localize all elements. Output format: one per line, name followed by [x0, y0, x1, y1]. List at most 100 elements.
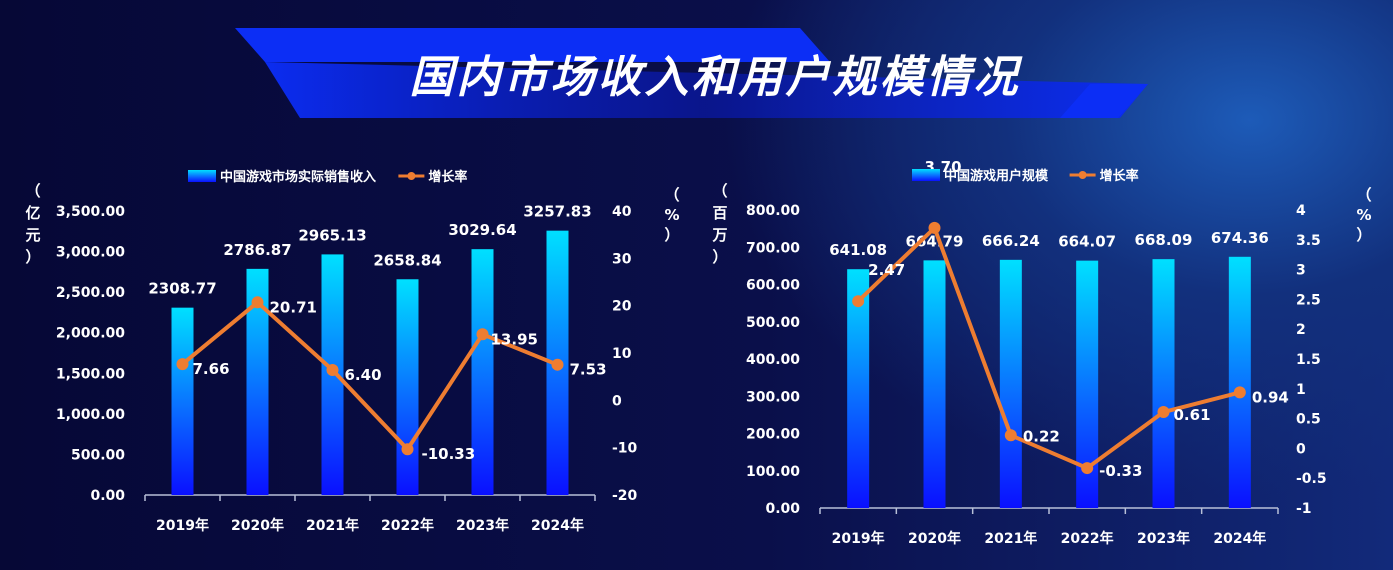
x-axis-category-label: 2022年 [381, 517, 434, 534]
legend-bar-label: 中国游戏用户规模 [944, 168, 1049, 184]
x-axis-category-label: 2019年 [156, 517, 209, 534]
x-axis-category-label: 2023年 [456, 517, 509, 534]
right-axis-tick-label: 2.5 [1296, 292, 1321, 308]
bar-data-label: 664.07 [1058, 233, 1116, 251]
right-axis-unit-label: （ [664, 186, 679, 204]
left-axis-unit-label: ） [25, 248, 40, 266]
title-banner-left [235, 28, 830, 62]
right-axis-tick-label: -20 [612, 488, 638, 504]
left-axis-tick-label: 2,500.00 [56, 285, 125, 301]
growth-rate-data-label: 0.61 [1174, 406, 1211, 424]
bar-data-label: 2965.13 [298, 226, 366, 244]
bar [471, 249, 494, 495]
right-axis-tick-label: 3.5 [1296, 233, 1321, 249]
right-axis-unit-label: ） [1356, 226, 1371, 244]
left-axis-tick-label: 3,500.00 [56, 204, 125, 220]
bar-data-label: 641.08 [829, 241, 887, 259]
left-axis-tick-label: 700.00 [746, 240, 800, 256]
growth-rate-data-label: 0.94 [1252, 388, 1289, 406]
growth-rate-point [251, 296, 264, 309]
bar-data-label: 3257.83 [523, 203, 591, 221]
left-axis-tick-label: 100.00 [746, 464, 800, 480]
x-axis-category-label: 2021年 [984, 530, 1037, 547]
left-axis-tick-label: 500.00 [746, 315, 800, 331]
growth-rate-line [181, 300, 559, 452]
left-axis-tick-label: 2,000.00 [56, 326, 125, 342]
right-axis-tick-label: 2 [1296, 322, 1306, 338]
growth-rate-data-label: -0.33 [1099, 462, 1142, 480]
growth-rate-point [1157, 406, 1170, 419]
left-axis-unit-label: 百 [712, 204, 727, 222]
left-axis-tick-label: 800.00 [746, 203, 800, 219]
legend-bar-label: 中国游戏市场实际销售收入 [220, 169, 376, 185]
growth-rate-data-label: 2.47 [868, 261, 905, 279]
left-axis-tick-label: 500.00 [71, 447, 125, 463]
legend-bar-swatch [188, 170, 216, 182]
growth-rate-point [401, 443, 414, 456]
right-axis-tick-label: 1.5 [1296, 352, 1321, 368]
bar-data-label: 2786.87 [223, 241, 291, 259]
growth-rate-point [1081, 462, 1094, 475]
bar [999, 259, 1022, 508]
x-axis-category-label: 2022年 [1061, 530, 1114, 547]
x-axis-category-label: 2023年 [1137, 530, 1190, 547]
bar-data-label: 2308.77 [148, 280, 216, 298]
growth-rate-data-label: 7.53 [570, 361, 607, 379]
bar-data-label: 666.24 [982, 232, 1040, 250]
x-axis-category-label: 2024年 [531, 517, 584, 534]
right-axis-tick-label: 3 [1296, 263, 1306, 279]
left-axis-tick-label: 400.00 [746, 352, 800, 368]
bar [1228, 256, 1251, 508]
right-axis-tick-label: 20 [612, 299, 632, 315]
right-axis-unit-label: % [1356, 206, 1371, 224]
x-axis-category-label: 2024年 [1213, 530, 1266, 547]
left-axis-tick-label: 300.00 [746, 389, 800, 405]
x-axis-category-label: 2019年 [832, 530, 885, 547]
legend-line-label: 增长率 [1100, 168, 1139, 184]
bar [923, 260, 946, 508]
growth-rate-point [176, 358, 189, 371]
growth-rate-point [326, 364, 339, 377]
growth-rate-point [928, 221, 941, 234]
growth-rate-point [476, 328, 489, 341]
growth-rate-line [856, 225, 1241, 471]
right-axis-tick-label: 4 [1296, 203, 1306, 219]
growth-rate-data-label: 6.40 [345, 366, 382, 384]
left-axis-tick-label: 1,000.00 [56, 407, 125, 423]
x-axis-category-label: 2020年 [231, 517, 284, 534]
right-axis-tick-label: 0 [1296, 441, 1306, 457]
bar [847, 269, 870, 508]
bar [1076, 260, 1099, 508]
right-axis-unit-label: ） [664, 226, 679, 244]
bar [396, 279, 419, 495]
page-title: 国内市场收入和用户规模情况 [410, 52, 1024, 103]
growth-rate-point [551, 358, 564, 371]
growth-rate-point [1004, 429, 1017, 442]
chart-2: 0.00 100.00 200.00 300.00 400.00 500.00 600.00… [711, 158, 1371, 547]
left-axis-unit-label: （ [25, 182, 40, 200]
right-axis-tick-label: -0.5 [1296, 471, 1327, 487]
right-axis-tick-label: 0.5 [1296, 412, 1321, 428]
legend-line-label: 增长率 [428, 169, 467, 185]
right-axis-tick-label: -10 [612, 441, 638, 457]
bar-data-label: 674.36 [1211, 229, 1269, 247]
right-axis-tick-label: 10 [612, 346, 632, 362]
bar-data-label: 664.79 [906, 232, 964, 250]
legend-line-marker [1078, 171, 1087, 179]
right-axis-tick-label: 30 [612, 251, 632, 267]
left-axis-tick-label: 600.00 [746, 278, 800, 294]
title-banner [265, 62, 1148, 118]
bar-data-label: 668.09 [1135, 231, 1193, 249]
growth-rate-data-label: -10.33 [422, 445, 476, 463]
right-axis-unit-label: % [664, 206, 679, 224]
bar-data-label: 3029.64 [448, 221, 516, 239]
x-axis-category-label: 2021年 [306, 517, 359, 534]
left-axis-unit-label: 万 [711, 226, 727, 244]
left-axis-tick-label: 200.00 [746, 427, 800, 443]
bar [171, 307, 194, 495]
growth-rate-point [1233, 386, 1246, 399]
bar [1152, 259, 1175, 508]
left-axis-tick-label: 3,000.00 [56, 245, 125, 261]
